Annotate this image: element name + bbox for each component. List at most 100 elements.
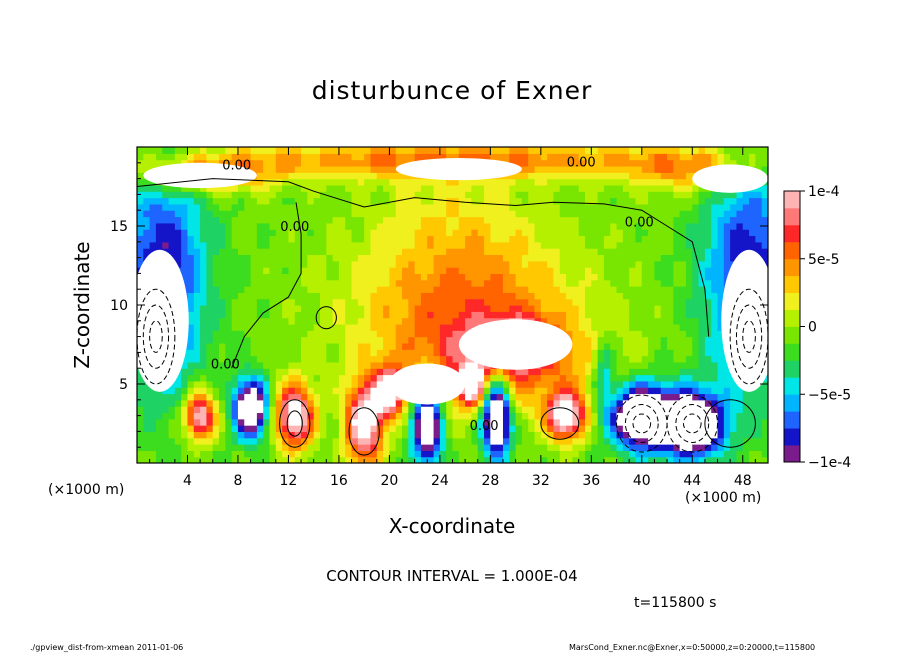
heatmap-cell-1201 xyxy=(288,450,296,458)
heatmap-cell-1002 xyxy=(263,444,271,451)
heatmap-cell-2974 xyxy=(509,305,517,312)
heatmap-cell-1674 xyxy=(345,305,353,312)
heatmap-cell-2453 xyxy=(446,437,454,445)
heatmap-cell-3835 xyxy=(616,235,624,243)
heatmap-cell-2543 xyxy=(452,184,460,192)
heatmap-cell-3467 xyxy=(572,349,580,357)
heatmap-cell-4747 xyxy=(730,159,738,167)
heatmap-cell-3984 xyxy=(635,241,643,249)
heatmap-cell-4336 xyxy=(679,229,687,237)
heatmap-cell-2224 xyxy=(414,305,422,312)
heatmap-cell-1920 xyxy=(376,330,384,338)
heatmap-cell-3175 xyxy=(534,298,542,306)
heatmap-cell-350 xyxy=(181,456,189,463)
heatmap-cell-4540 xyxy=(704,203,712,211)
heatmap-cell-4202 xyxy=(667,444,674,451)
heatmap-cell-4014 xyxy=(641,368,649,376)
heatmap-cell-4236 xyxy=(667,229,674,237)
heatmap-cell-1539 xyxy=(326,210,334,218)
heatmap-cell-1542 xyxy=(326,191,334,199)
heatmap-cell-3424 xyxy=(566,305,573,312)
heatmap-cell-2078 xyxy=(395,279,403,287)
heatmap-cell-949 xyxy=(250,147,258,154)
heatmap-cell-955 xyxy=(256,425,264,432)
heatmap-cell-1964 xyxy=(383,368,390,376)
heatmap-cell-1242 xyxy=(288,191,296,199)
heatmap-cell-2926 xyxy=(502,292,510,300)
heatmap-cell-4035 xyxy=(641,235,649,243)
heatmap-cell-1671 xyxy=(345,323,353,331)
heatmap-cell-3245 xyxy=(540,172,548,180)
heatmap-cell-2475 xyxy=(446,298,454,306)
heatmap-cell-4111 xyxy=(654,387,662,395)
heatmap-cell-4559 xyxy=(711,399,719,407)
heatmap-cell-2091 xyxy=(395,197,403,205)
heatmap-cell-1096 xyxy=(269,165,277,173)
heatmap-cell-2827 xyxy=(490,286,498,293)
heatmap-cell-3100 xyxy=(528,456,536,463)
heatmap-cell-1904 xyxy=(376,431,384,439)
heatmap-cell-831 xyxy=(237,260,245,268)
heatmap-cell-856 xyxy=(244,418,252,426)
heatmap-cell-880 xyxy=(244,267,252,274)
heatmap-cell-4282 xyxy=(673,254,681,262)
heatmap-cell-4572 xyxy=(711,317,719,325)
heatmap-cell-2356 xyxy=(433,418,441,426)
heatmap-cell-3583 xyxy=(585,248,592,256)
heatmap-cell-4365 xyxy=(685,361,693,369)
heatmap-cell-1238 xyxy=(288,216,296,224)
heatmap-cell-871 xyxy=(244,323,252,331)
heatmap-cell-3475 xyxy=(572,298,580,306)
heatmap-cell-1701 xyxy=(351,450,359,458)
heatmap-cell-4480 xyxy=(698,267,706,274)
heatmap-cell-2399 xyxy=(433,147,441,154)
heatmap-cell-4275 xyxy=(673,298,681,306)
heatmap-cell-1252 xyxy=(294,444,302,451)
heatmap-cell-3982 xyxy=(635,254,643,262)
heatmap-cell-4391 xyxy=(685,197,693,205)
heatmap-cell-2854 xyxy=(496,431,504,439)
heatmap-cell-2088 xyxy=(395,216,403,224)
heatmap-cell-297 xyxy=(168,159,176,167)
heatmap-cell-1269 xyxy=(294,336,302,344)
heatmap-cell-4751 xyxy=(736,450,744,458)
heatmap-cell-1376 xyxy=(307,292,315,300)
heatmap-cell-3506 xyxy=(578,418,586,426)
heatmap-cell-1099 xyxy=(269,147,277,154)
heatmap-cell-1316 xyxy=(301,355,308,363)
heatmap-cell-4686 xyxy=(723,229,731,237)
heatmap-cell-841 xyxy=(237,197,245,205)
heatmap-cell-604 xyxy=(212,431,220,439)
heatmap-cell-1829 xyxy=(364,273,372,281)
heatmap-cell-1198 xyxy=(282,153,290,161)
heatmap-cell-1694 xyxy=(345,178,353,186)
heatmap-cell-1203 xyxy=(288,437,296,445)
heatmap-cell-4241 xyxy=(667,197,674,205)
heatmap-cell-939 xyxy=(250,210,258,218)
heatmap-cell-4592 xyxy=(711,191,719,199)
heatmap-cell-93 xyxy=(143,184,151,192)
heatmap-cell-2441 xyxy=(439,197,447,205)
heatmap-cell-1781 xyxy=(357,260,365,268)
heatmap-cell-2627 xyxy=(465,286,473,293)
heatmap-cell-1552 xyxy=(332,444,340,451)
heatmap-cell-3533 xyxy=(578,248,586,256)
heatmap-cell-576 xyxy=(206,292,214,300)
heatmap-cell-1597 xyxy=(332,159,340,167)
heatmap-cell-1414 xyxy=(313,368,321,376)
heatmap-cell-2663 xyxy=(471,374,479,382)
heatmap-cell-4279 xyxy=(673,273,681,281)
heatmap-cell-2657 xyxy=(471,412,479,420)
heatmap-cell-2555 xyxy=(458,425,466,432)
heatmap-cell-1679 xyxy=(345,273,353,281)
heatmap-cell-3604 xyxy=(591,431,599,439)
heatmap-cell-551 xyxy=(206,450,214,458)
heatmap-cell-1108 xyxy=(275,406,283,414)
heatmap-cell-2995 xyxy=(509,172,517,180)
heatmap-cell-3083 xyxy=(521,248,529,256)
heatmap-cell-3707 xyxy=(603,412,611,420)
heatmap-cell-59 xyxy=(143,399,151,407)
heatmap-cell-3599 xyxy=(585,147,592,154)
heatmap-cell-3964 xyxy=(635,368,643,376)
heatmap-cell-2727 xyxy=(477,286,485,293)
